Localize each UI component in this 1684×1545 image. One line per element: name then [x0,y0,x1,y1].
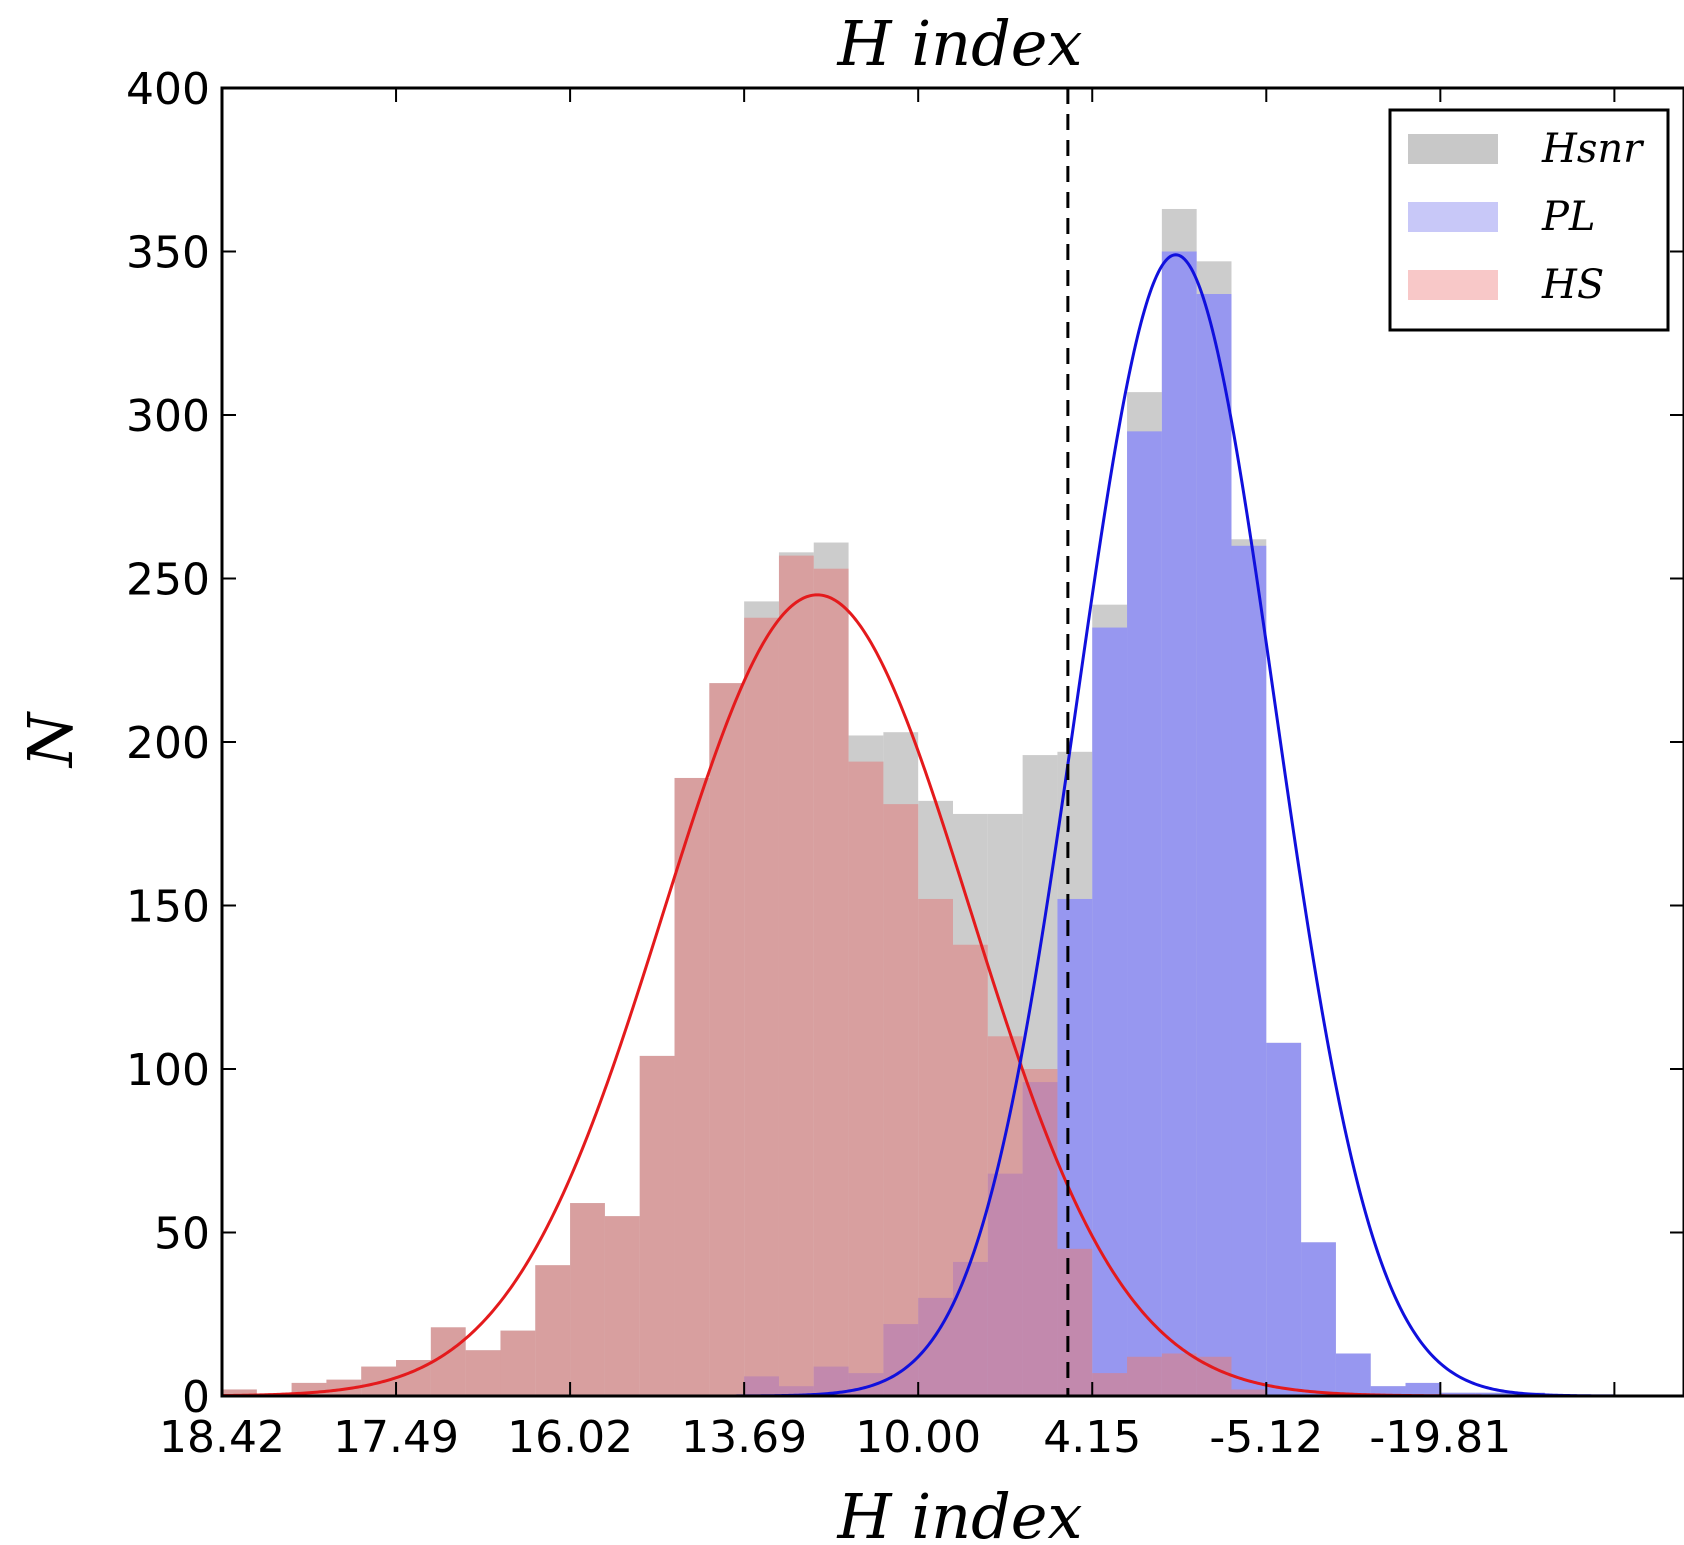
bar-pl-36 [1475,1392,1510,1396]
x-tick-label-5: 4.15 [1043,1412,1141,1463]
bar-hs-13 [674,777,710,1396]
legend-swatch-pl [1408,202,1498,232]
bar-hs-23 [1022,1069,1058,1396]
bar-pl-34 [1405,1382,1441,1396]
y-axis-ticks: 0 50 100 150 200 250 300 350 400 [126,64,1684,1423]
x-tick-label-2: 16.02 [507,1412,633,1463]
x-tick-label-0: 18.42 [159,1412,285,1463]
legend-swatch-hs [1408,270,1498,300]
bar-hs-10 [570,1203,605,1396]
bar-pl-35 [1440,1392,1476,1396]
bar-hs-18 [848,761,884,1396]
bar-hs-22 [987,1036,1023,1396]
bar-pl-25 [1092,627,1128,1396]
bar-hs-8 [500,1330,536,1396]
bar-pl-31 [1301,1242,1336,1396]
bar-hs-24 [1057,1248,1093,1396]
y-tick-label-50: 50 [154,1209,210,1260]
bar-hs-19 [883,804,919,1396]
bar-hs-15 [744,617,779,1396]
y-tick-label-400: 400 [126,64,210,115]
bar-pl-26 [1127,431,1162,1397]
x-tick-label-4: 10.00 [855,1412,981,1463]
y-axis-label: N [14,710,87,769]
x-axis-ticks: 18.42 17.49 16.02 13.69 10.00 4.15 -5.12 -19.81 [159,88,1616,1463]
legend: Hsnr PL HS [1388,108,1670,332]
legend-label-pl: PL [1541,194,1595,240]
bar-hs-14 [709,683,745,1396]
bar-pl-30 [1266,1042,1302,1396]
bar-hs-27 [1161,1353,1197,1396]
bar-hs-16 [778,555,814,1396]
bar-hs-17 [813,568,849,1396]
x-tick-label-7: -19.81 [1369,1412,1511,1463]
y-tick-label-100: 100 [126,1045,210,1096]
bar-hs-12 [639,1055,675,1396]
hs-bars [222,555,1267,1396]
bar-pl-28 [1196,294,1232,1396]
bar-hs-11 [604,1216,640,1396]
bar-pl-29 [1231,545,1267,1396]
bar-pl-27 [1161,251,1197,1396]
bar-hs-0 [222,1389,257,1396]
bar-hs-9 [535,1265,571,1396]
x-tick-label-6: -5.12 [1209,1412,1323,1463]
bar-hs-29 [1231,1389,1267,1396]
bar-hs-20 [918,898,953,1396]
legend-label-hs: HS [1541,262,1604,308]
legend-swatch-hsnr [1408,134,1498,164]
x-tick-label-1: 17.49 [333,1412,459,1463]
bar-hs-21 [953,944,988,1396]
bar-pl-32 [1335,1353,1371,1396]
legend-label-hsnr: Hsnr [1541,126,1645,172]
bar-hs-6 [430,1327,466,1396]
y-tick-label-0: 0 [182,1372,210,1423]
bar-hs-26 [1127,1356,1162,1396]
bar-hs-25 [1092,1373,1128,1396]
x-axis-label: H index [837,1480,1083,1545]
chart-title: H index [837,7,1083,80]
y-tick-label-300: 300 [126,391,210,442]
y-tick-label-150: 150 [126,882,210,933]
bar-hs-7 [465,1350,501,1396]
bar-pl-33 [1370,1386,1406,1396]
y-tick-label-250: 250 [126,555,210,606]
y-tick-label-350: 350 [126,228,210,279]
x-tick-label-3: 13.69 [681,1412,807,1463]
y-tick-label-200: 200 [126,718,210,769]
